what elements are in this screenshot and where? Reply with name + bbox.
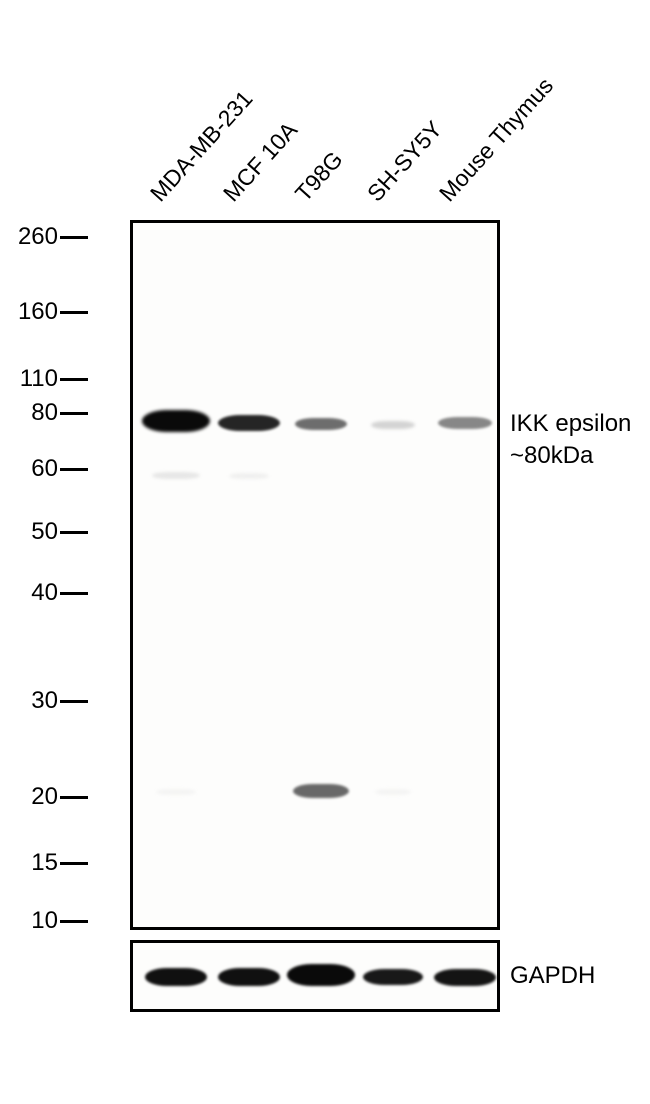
band	[363, 969, 423, 985]
band	[218, 415, 280, 431]
mw-tick-icon	[60, 796, 88, 799]
mw-marker-10: 10	[10, 907, 88, 935]
lane-label-4: Mouse Thymus	[434, 72, 559, 207]
mw-marker-value: 260	[10, 223, 58, 251]
mw-marker-40: 40	[10, 579, 88, 607]
mw-marker-value: 10	[10, 907, 58, 935]
loading-control-label: GAPDH	[510, 962, 595, 990]
lane-labels-group: MDA-MB-231MCF 10AT98GSH-SY5YMouse Thymus	[10, 20, 640, 210]
band	[229, 473, 269, 479]
mw-tick-icon	[60, 236, 88, 239]
main-blot-membrane	[130, 220, 500, 930]
mw-marker-value: 80	[10, 399, 58, 427]
lane-label-2: T98G	[290, 146, 349, 207]
band	[152, 472, 200, 479]
loading-control-membrane	[130, 940, 500, 1012]
mw-tick-icon	[60, 862, 88, 865]
mw-marker-50: 50	[10, 518, 88, 546]
mw-marker-value: 15	[10, 849, 58, 877]
mw-marker-20: 20	[10, 783, 88, 811]
band	[438, 417, 492, 429]
mw-marker-160: 160	[10, 298, 88, 326]
band	[293, 784, 349, 798]
mw-marker-260: 260	[10, 223, 88, 251]
mw-marker-value: 30	[10, 687, 58, 715]
mw-marker-value: 110	[10, 365, 58, 393]
band	[218, 968, 280, 986]
mw-marker-value: 20	[10, 783, 58, 811]
mw-marker-value: 60	[10, 455, 58, 483]
mw-tick-icon	[60, 311, 88, 314]
mw-marker-110: 110	[10, 365, 88, 393]
mw-tick-icon	[60, 468, 88, 471]
mw-marker-15: 15	[10, 849, 88, 877]
target-size-label: ~80kDa	[510, 442, 593, 470]
mw-marker-30: 30	[10, 687, 88, 715]
band	[142, 410, 210, 432]
band	[145, 968, 207, 986]
mw-tick-icon	[60, 531, 88, 534]
band	[287, 964, 355, 986]
band	[156, 789, 196, 795]
mw-marker-60: 60	[10, 455, 88, 483]
band	[371, 421, 415, 429]
lane-label-3: SH-SY5Y	[362, 116, 448, 207]
mw-tick-icon	[60, 592, 88, 595]
mw-tick-icon	[60, 700, 88, 703]
mw-marker-value: 160	[10, 298, 58, 326]
mw-tick-icon	[60, 378, 88, 381]
band	[295, 418, 347, 430]
band	[434, 969, 496, 986]
mw-marker-value: 50	[10, 518, 58, 546]
mw-marker-80: 80	[10, 399, 88, 427]
target-label: IKK epsilon	[510, 410, 631, 438]
mw-marker-value: 40	[10, 579, 58, 607]
mw-tick-icon	[60, 412, 88, 415]
band	[375, 789, 411, 795]
mw-tick-icon	[60, 920, 88, 923]
western-blot-figure: MDA-MB-231MCF 10AT98GSH-SY5YMouse Thymus…	[10, 20, 640, 210]
